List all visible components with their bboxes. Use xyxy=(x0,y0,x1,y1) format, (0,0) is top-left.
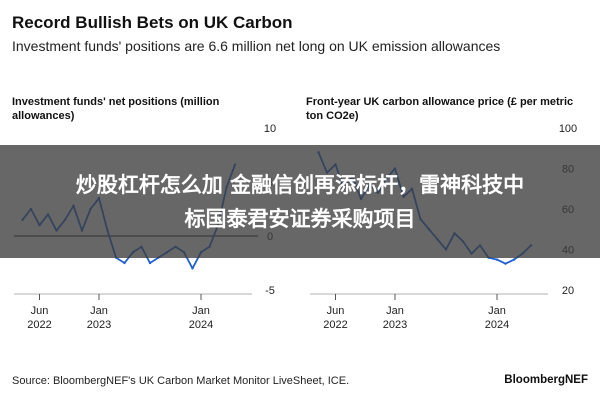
left-x-tick-label: 2023 xyxy=(87,319,111,331)
right-x-tick-label: 2024 xyxy=(485,319,509,331)
right-y-tick-label: 20 xyxy=(562,285,574,297)
overlay-text-line-1: 炒股杠杆怎么加 金融信创再添标杆，雷神科技中 xyxy=(75,173,525,197)
brand-logo-text: BloombergNEF xyxy=(504,374,588,386)
left-data-point xyxy=(123,261,126,265)
left-x-tick-label: Jun xyxy=(31,305,49,317)
right-x-tick-label: Jan xyxy=(386,305,404,317)
left-panel-title: Investment funds' net positions (million… xyxy=(12,96,220,122)
left-data-point xyxy=(148,261,152,265)
left-y-tick-label: 10 xyxy=(264,123,276,135)
chart-subtitle: Investment funds' positions are 6.6 mill… xyxy=(12,38,501,54)
left-y-tick-label: -5 xyxy=(265,285,275,297)
chart-title: Record Bullish Bets on UK Carbon xyxy=(12,13,293,32)
left-data-point xyxy=(191,267,194,270)
right-x-tick-label: 2023 xyxy=(383,319,407,331)
right-y-tick-label: 100 xyxy=(559,123,577,135)
right-data-point xyxy=(495,258,499,261)
text-overlay-banner xyxy=(0,145,600,258)
left-x-tick-label: Jan xyxy=(192,305,210,317)
right-panel-title: Front-year UK carbon allowance price (£ … xyxy=(306,96,574,122)
left-x-tick-label: 2022 xyxy=(27,319,51,331)
left-x-tick-label: Jan xyxy=(90,305,108,317)
overlay-text-line-2: 标国泰君安证券采购项目 xyxy=(184,207,416,231)
right-data-point xyxy=(504,262,507,265)
right-x-tick-label: Jan xyxy=(488,305,506,317)
left-x-tick-label: 2024 xyxy=(189,319,213,331)
right-x-tick-label: Jun xyxy=(327,305,345,317)
right-data-point xyxy=(512,258,516,261)
source-note: Source: BloombergNEF's UK Carbon Market … xyxy=(12,375,350,387)
right-x-tick-label: 2022 xyxy=(323,319,347,331)
